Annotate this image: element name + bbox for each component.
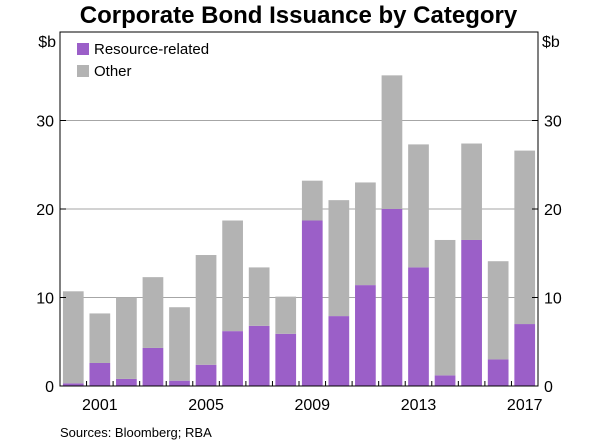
bar-other-2009	[301, 180, 323, 221]
bar-other-2016	[487, 261, 509, 360]
legend: Resource-related Other	[77, 41, 209, 80]
legend-swatch-resource	[77, 43, 89, 55]
bar-other-2008	[275, 296, 297, 334]
axis-ticks	[60, 120, 538, 387]
x-tick-label-2001: 2001	[82, 397, 118, 414]
bar-other-2012	[381, 75, 403, 210]
bar-other-2000	[62, 291, 84, 384]
bar-other-2001	[89, 313, 111, 363]
legend-label-resource: Resource-related	[94, 41, 209, 58]
bar-resource-2000	[62, 383, 84, 386]
bar-resource-2001	[89, 362, 111, 386]
bar-other-2004	[169, 307, 190, 381]
bars	[62, 75, 536, 386]
y-tick-label-left-10: 10	[36, 291, 54, 308]
bar-resource-2003	[142, 347, 164, 386]
bar-resource-2016	[487, 359, 509, 386]
bar-resource-2002	[116, 378, 137, 386]
bar-other-2010	[328, 200, 350, 317]
y-unit-right: $b	[542, 34, 560, 51]
bar-resource-2012	[381, 209, 403, 386]
bar-resource-2005	[195, 364, 217, 386]
y-tick-label-right-0: 0	[544, 379, 553, 396]
bar-other-2002	[116, 297, 137, 379]
bar-resource-2009	[301, 220, 323, 386]
bar-resource-2011	[355, 285, 376, 386]
y-tick-label-left-20: 20	[36, 202, 54, 219]
bar-resource-2015	[461, 239, 482, 386]
legend-swatch-other	[77, 65, 89, 77]
y-unit-left: $b	[38, 34, 56, 51]
bar-other-2014	[434, 239, 456, 376]
bar-other-2013	[408, 144, 429, 268]
bar-other-2017	[514, 150, 536, 325]
bar-resource-2010	[328, 316, 350, 386]
y-tick-label-left-0: 0	[45, 379, 54, 396]
bar-resource-2008	[275, 333, 297, 386]
x-tick-label-2017: 2017	[507, 397, 543, 414]
bar-resource-2017	[514, 324, 536, 386]
y-tick-label-right-20: 20	[544, 202, 562, 219]
bar-resource-2006	[222, 331, 243, 386]
bar-resource-2014	[434, 375, 456, 386]
y-tick-label-left-30: 30	[36, 114, 54, 131]
bar-resource-2013	[408, 267, 429, 386]
x-tick-label-2005: 2005	[188, 397, 224, 414]
bar-resource-2007	[248, 325, 270, 386]
source-note: Sources: Bloomberg; RBA	[60, 425, 212, 440]
bar-other-2005	[195, 255, 217, 365]
bar-other-2007	[248, 267, 270, 326]
bar-other-2015	[461, 143, 482, 240]
x-tick-label-2009: 2009	[294, 397, 330, 414]
y-tick-label-right-30: 30	[544, 114, 562, 131]
bar-resource-2004	[169, 380, 190, 386]
bar-other-2003	[142, 277, 164, 348]
y-tick-label-right-10: 10	[544, 291, 562, 308]
axis-labels: 0 0 10 10 20 20 30 30 $b $b 2001 2005 2009 2013 2017	[36, 34, 562, 414]
chart-title: Corporate Bond Issuance by Category	[79, 2, 518, 29]
bar-other-2006	[222, 220, 243, 332]
legend-label-other: Other	[94, 63, 132, 80]
grid-lines	[60, 120, 538, 298]
bar-other-2011	[355, 182, 376, 286]
x-tick-label-2013: 2013	[401, 397, 437, 414]
